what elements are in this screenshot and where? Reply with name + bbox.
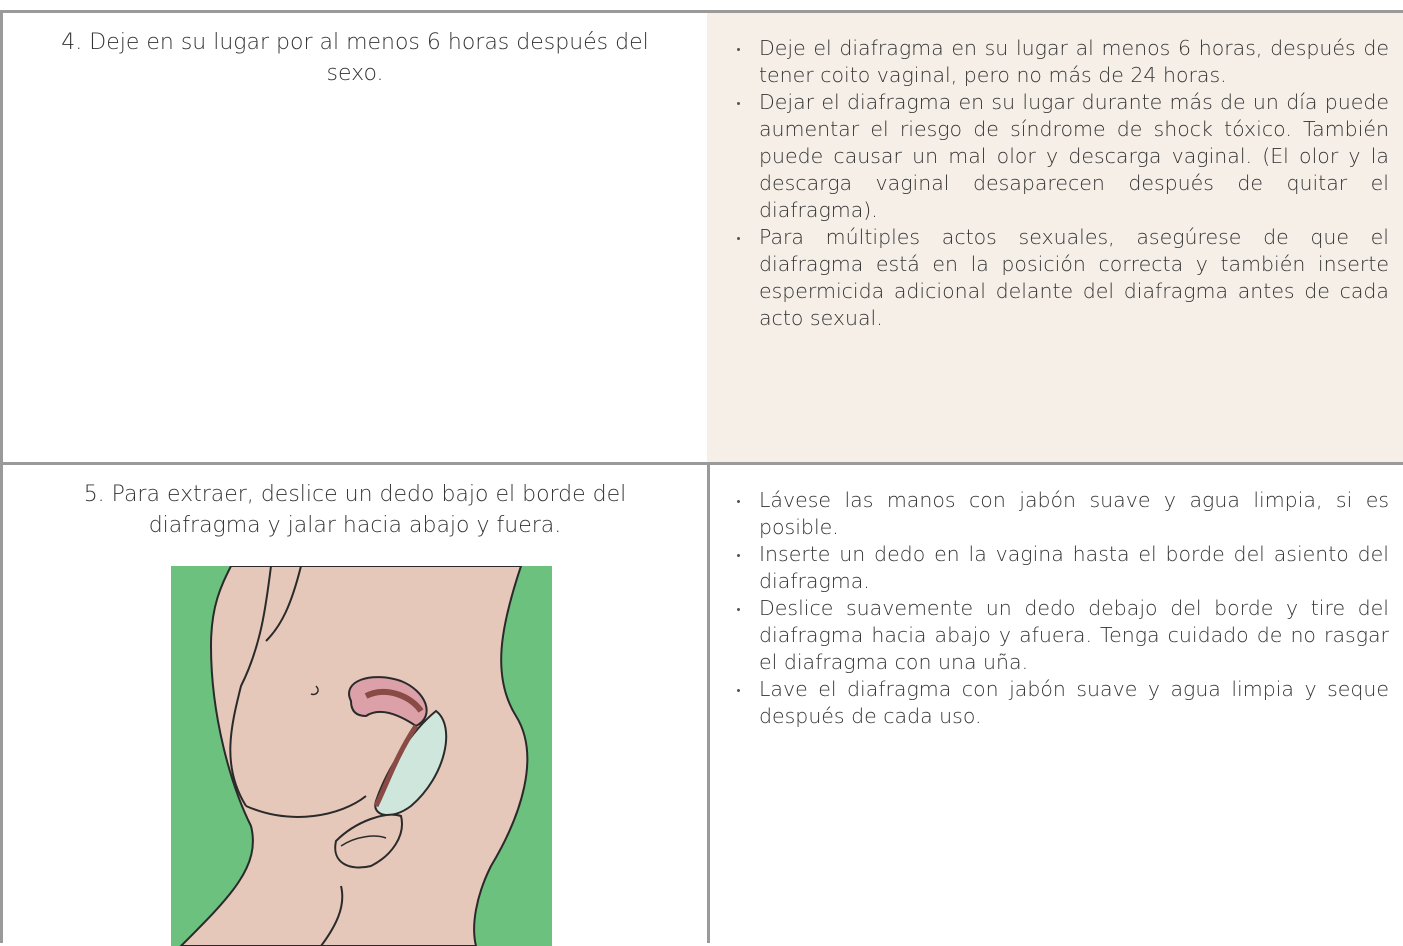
illustration — [171, 566, 552, 946]
step-text: 4. Deje en su lugar por al menos 6 horas… — [61, 30, 649, 86]
bullet-list: Deje el diafragma en su lugar al menos 6… — [707, 13, 1403, 332]
bullet: Dejar el diafragma en su lugar durante m… — [737, 90, 1389, 222]
bullet-cell: Deje el diafragma en su lugar al menos 6… — [707, 10, 1403, 465]
bullet: Deje el diafragma en su lugar al menos 6… — [737, 36, 1389, 87]
step-text: 5. Para extraer, deslice un dedo bajo el… — [83, 482, 627, 538]
step-cell: 4. Deje en su lugar por al menos 6 horas… — [0, 10, 710, 465]
bullet: Deslice suavemente un dedo debajo del bo… — [737, 596, 1389, 674]
step-cell: 5. Para extraer, deslice un dedo bajo el… — [0, 462, 710, 946]
bullet-list: Lávese las manos con jabón suave y agua … — [707, 465, 1403, 730]
bullet: Lave el diafragma con jabón suave y agua… — [737, 677, 1389, 728]
bullet-cell: Lávese las manos con jabón suave y agua … — [707, 462, 1403, 943]
bullet: Para múltiples actos sexuales, asegúrese… — [737, 225, 1389, 330]
bullet: Inserte un dedo en la vagina hasta el bo… — [737, 542, 1389, 593]
bullet: Lávese las manos con jabón suave y agua … — [737, 488, 1389, 539]
